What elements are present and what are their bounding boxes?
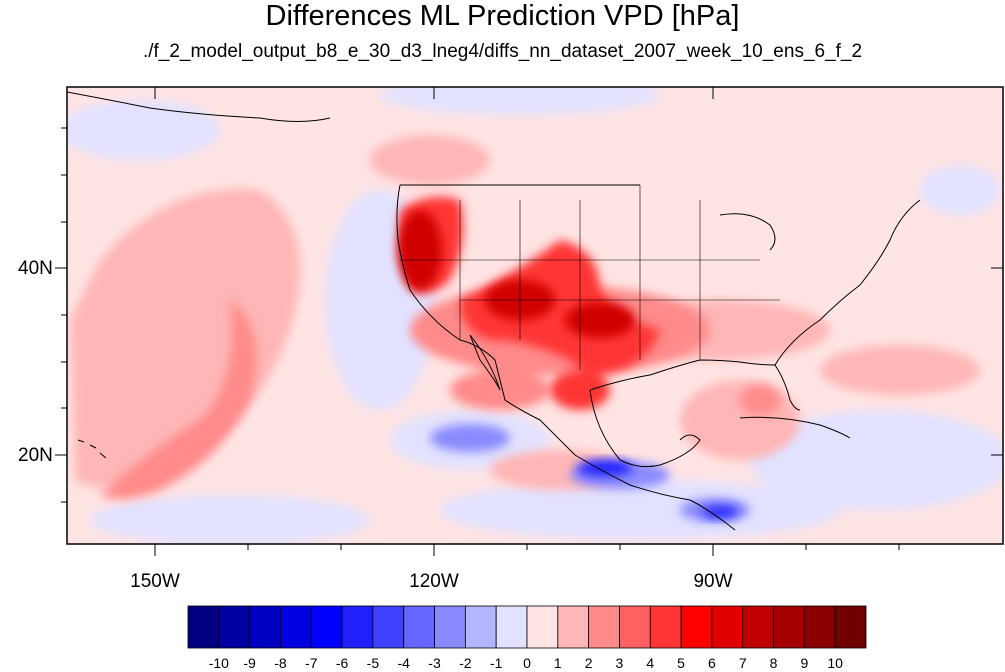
colorbar-tick-label: -9	[243, 655, 256, 671]
colorbar-tick-label: -10	[208, 655, 229, 671]
colorbar-swatch	[280, 605, 312, 649]
lon-label-90w: 90W	[693, 571, 733, 592]
colorbar-tick-label: 6	[708, 655, 716, 671]
colorbar-swatch	[464, 605, 497, 649]
colorbar-swatch	[742, 605, 774, 649]
colorbar-swatch	[434, 605, 466, 649]
colorbar-tick-label: 4	[646, 655, 655, 671]
colorbar-swatch	[803, 605, 836, 649]
colorbar-tick-label: -1	[489, 655, 503, 671]
colorbar-swatch	[557, 605, 590, 649]
colorbar-swatch	[773, 605, 805, 649]
colorbar-tick-label: -7	[305, 655, 318, 671]
colorbar-tick-label: 5	[677, 655, 685, 671]
colorbar-tick-label: -5	[366, 655, 380, 671]
colorbar-swatch	[711, 605, 744, 649]
colorbar-swatch	[619, 605, 651, 649]
colorbar-tick-label: 10	[827, 655, 843, 671]
colorbar-swatch	[649, 605, 682, 649]
colorbar-tick-label: 3	[615, 655, 624, 671]
colorbar-tick-label: 0	[523, 655, 531, 671]
colorbar-tick-label: -8	[274, 655, 287, 671]
lon-label-120w: 120W	[409, 571, 459, 592]
colorbar-swatch	[372, 605, 405, 649]
colorbar-swatch	[218, 605, 251, 649]
colorbar-tick-label: 1	[553, 655, 562, 671]
colorbar-swatch	[249, 605, 281, 649]
colorbar-swatch	[495, 605, 528, 649]
colorbar	[187, 605, 867, 649]
colorbar-swatch	[341, 605, 374, 649]
colorbar-tick-label: 9	[800, 655, 809, 671]
colorbar-swatch	[588, 605, 620, 649]
colorbar-swatch	[680, 605, 713, 649]
map-subtitle: ./f_2_model_output_b8_e_30_d3_lneg4/diff…	[142, 41, 863, 62]
axis-ticks	[55, 87, 1003, 556]
colorbar-swatch	[834, 605, 867, 649]
colorbar-tick-label: -3	[428, 655, 441, 671]
colorbar-tick-label: 8	[769, 655, 778, 671]
colorbar-swatch	[526, 605, 559, 649]
colorbar-tick-label: -6	[335, 655, 349, 671]
colorbar-swatch	[310, 605, 343, 649]
colorbar-tick-label: -2	[459, 655, 472, 671]
colorbar-swatch	[403, 605, 435, 649]
map-field	[67, 87, 1003, 544]
map-title: Differences ML Prediction VPD [hPa]	[265, 0, 740, 32]
colorbar-tick-label: -4	[397, 655, 410, 671]
colorbar-tick-label: 7	[738, 655, 747, 671]
lon-label-150w: 150W	[130, 571, 180, 592]
lat-label-40n: 40N	[18, 258, 53, 279]
colorbar-swatch	[187, 605, 220, 649]
colorbar-tick-label: 2	[584, 655, 593, 671]
lat-label-20n: 20N	[18, 445, 53, 466]
